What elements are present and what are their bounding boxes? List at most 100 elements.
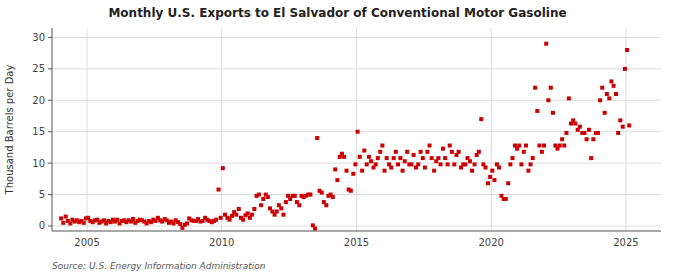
point bbox=[603, 111, 607, 115]
point bbox=[441, 147, 445, 151]
y-tick-label: 5 bbox=[39, 189, 45, 200]
point bbox=[517, 144, 521, 148]
point bbox=[246, 211, 250, 215]
point bbox=[605, 92, 609, 96]
point bbox=[544, 42, 548, 46]
y-tick bbox=[48, 37, 52, 38]
point bbox=[351, 172, 355, 176]
chart: Monthly U.S. Exports to El Salvador of C… bbox=[0, 0, 675, 275]
point bbox=[522, 150, 526, 154]
point bbox=[488, 175, 492, 179]
point bbox=[389, 166, 393, 170]
point bbox=[403, 159, 407, 163]
point bbox=[535, 109, 539, 113]
point bbox=[533, 86, 537, 90]
point bbox=[625, 48, 629, 52]
x-tick-label: 2005 bbox=[74, 237, 99, 248]
point bbox=[627, 123, 631, 127]
point bbox=[279, 206, 283, 210]
point bbox=[259, 203, 263, 207]
point bbox=[230, 214, 234, 218]
grid bbox=[52, 28, 661, 231]
point bbox=[452, 162, 456, 166]
point bbox=[537, 144, 541, 148]
point bbox=[473, 162, 477, 166]
x-tick-label: 2015 bbox=[344, 237, 369, 248]
x-grid-line bbox=[221, 28, 222, 231]
point bbox=[524, 144, 528, 148]
point bbox=[470, 169, 474, 173]
point bbox=[284, 200, 288, 204]
point bbox=[463, 162, 467, 166]
point bbox=[396, 162, 400, 166]
point bbox=[297, 203, 301, 207]
y-tick bbox=[48, 163, 52, 164]
point bbox=[374, 162, 378, 166]
point bbox=[531, 156, 535, 160]
point bbox=[349, 189, 353, 193]
point bbox=[275, 210, 279, 214]
point bbox=[367, 155, 371, 159]
point bbox=[320, 191, 324, 195]
y-tick-label: 25 bbox=[32, 63, 45, 74]
point bbox=[345, 169, 349, 173]
point bbox=[115, 218, 119, 222]
point bbox=[567, 96, 571, 100]
point bbox=[131, 217, 135, 221]
points bbox=[59, 42, 631, 231]
x-grid-line bbox=[491, 28, 492, 231]
point bbox=[585, 137, 589, 141]
point bbox=[234, 213, 238, 217]
point bbox=[511, 156, 515, 160]
point bbox=[178, 222, 182, 226]
point bbox=[446, 162, 450, 166]
point bbox=[250, 213, 254, 217]
source: Source: U.S. Energy Information Administ… bbox=[52, 261, 266, 271]
point bbox=[221, 166, 225, 170]
point bbox=[423, 166, 427, 170]
point bbox=[266, 195, 270, 199]
point bbox=[385, 156, 389, 160]
point bbox=[82, 221, 86, 225]
point bbox=[369, 159, 373, 163]
point bbox=[479, 117, 483, 121]
point bbox=[261, 197, 265, 201]
point bbox=[549, 86, 553, 90]
point bbox=[546, 98, 550, 102]
x-axis-line bbox=[52, 231, 661, 232]
point bbox=[293, 194, 297, 198]
point bbox=[598, 98, 602, 102]
point bbox=[68, 221, 72, 225]
point bbox=[217, 188, 221, 192]
point bbox=[560, 137, 564, 141]
x-grid-line bbox=[356, 28, 357, 231]
point bbox=[600, 86, 604, 90]
point bbox=[508, 162, 512, 166]
point bbox=[614, 92, 618, 96]
point bbox=[214, 218, 218, 222]
point bbox=[421, 156, 425, 160]
point bbox=[564, 131, 568, 135]
point bbox=[356, 130, 360, 134]
point bbox=[540, 150, 544, 154]
point bbox=[416, 162, 420, 166]
point bbox=[578, 125, 582, 129]
point bbox=[468, 159, 472, 163]
point bbox=[526, 169, 530, 173]
point bbox=[587, 128, 591, 132]
point bbox=[589, 156, 593, 160]
point bbox=[486, 181, 490, 185]
background bbox=[0, 0, 675, 275]
point bbox=[394, 150, 398, 154]
point bbox=[419, 150, 423, 154]
point bbox=[308, 193, 312, 197]
point bbox=[439, 162, 443, 166]
point bbox=[542, 144, 546, 148]
point bbox=[504, 197, 508, 201]
point bbox=[443, 156, 447, 160]
x-grid-line bbox=[87, 28, 88, 231]
point bbox=[484, 166, 488, 170]
point bbox=[448, 144, 452, 148]
point bbox=[562, 144, 566, 148]
point bbox=[401, 169, 405, 173]
